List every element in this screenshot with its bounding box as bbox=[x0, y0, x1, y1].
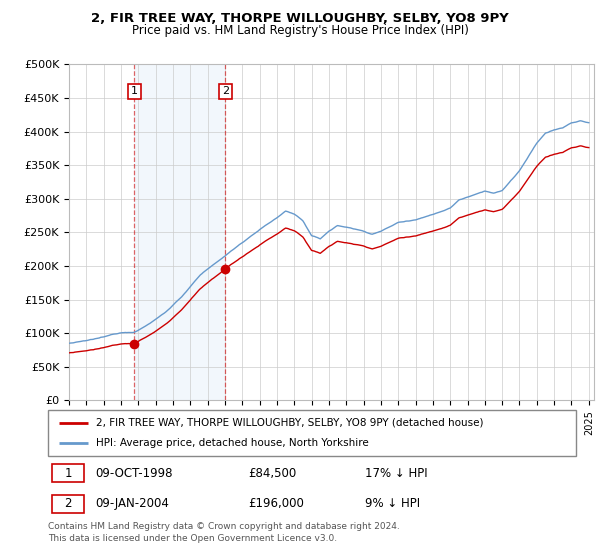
Text: 1: 1 bbox=[64, 467, 72, 480]
Text: HPI: Average price, detached house, North Yorkshire: HPI: Average price, detached house, Nort… bbox=[95, 438, 368, 449]
Text: 17% ↓ HPI: 17% ↓ HPI bbox=[365, 467, 427, 480]
Bar bbox=[134, 64, 226, 400]
Text: 2, FIR TREE WAY, THORPE WILLOUGHBY, SELBY, YO8 9PY: 2, FIR TREE WAY, THORPE WILLOUGHBY, SELB… bbox=[91, 12, 509, 25]
FancyBboxPatch shape bbox=[52, 495, 85, 513]
Text: 2, FIR TREE WAY, THORPE WILLOUGHBY, SELBY, YO8 9PY (detached house): 2, FIR TREE WAY, THORPE WILLOUGHBY, SELB… bbox=[95, 418, 483, 428]
Text: £196,000: £196,000 bbox=[248, 497, 305, 510]
Text: 09-JAN-2004: 09-JAN-2004 bbox=[95, 497, 169, 510]
Text: 1: 1 bbox=[131, 86, 138, 96]
FancyBboxPatch shape bbox=[52, 464, 85, 482]
Text: Contains HM Land Registry data © Crown copyright and database right 2024.
This d: Contains HM Land Registry data © Crown c… bbox=[48, 522, 400, 543]
Text: £84,500: £84,500 bbox=[248, 467, 297, 480]
Text: 2: 2 bbox=[222, 86, 229, 96]
Text: 2: 2 bbox=[64, 497, 72, 510]
Text: 9% ↓ HPI: 9% ↓ HPI bbox=[365, 497, 420, 510]
Text: Price paid vs. HM Land Registry's House Price Index (HPI): Price paid vs. HM Land Registry's House … bbox=[131, 24, 469, 37]
Text: 09-OCT-1998: 09-OCT-1998 bbox=[95, 467, 173, 480]
